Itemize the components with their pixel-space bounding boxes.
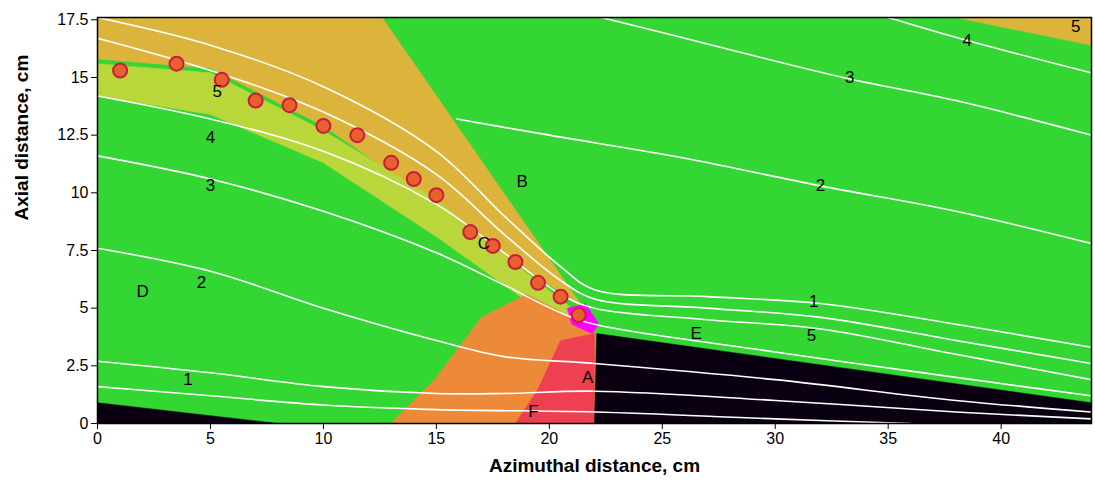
svg-text:2: 2 bbox=[197, 273, 206, 292]
svg-text:C: C bbox=[478, 234, 490, 253]
svg-text:3: 3 bbox=[845, 68, 854, 87]
svg-text:F: F bbox=[528, 402, 538, 421]
svg-text:15: 15 bbox=[71, 69, 89, 86]
svg-text:A: A bbox=[582, 368, 594, 387]
svg-text:1: 1 bbox=[809, 292, 818, 311]
svg-text:25: 25 bbox=[653, 430, 671, 447]
svg-text:15: 15 bbox=[427, 430, 445, 447]
svg-text:2.5: 2.5 bbox=[66, 357, 88, 374]
svg-text:10: 10 bbox=[315, 430, 333, 447]
svg-text:B: B bbox=[517, 172, 528, 191]
svg-text:1: 1 bbox=[183, 370, 192, 389]
svg-text:4: 4 bbox=[206, 128, 215, 147]
svg-text:5: 5 bbox=[1071, 17, 1080, 36]
svg-text:35: 35 bbox=[879, 430, 897, 447]
svg-text:20: 20 bbox=[540, 430, 558, 447]
svg-text:40: 40 bbox=[992, 430, 1010, 447]
svg-text:5: 5 bbox=[80, 299, 89, 316]
svg-text:Azimuthal distance, cm: Azimuthal distance, cm bbox=[489, 455, 700, 476]
svg-text:17.5: 17.5 bbox=[57, 11, 88, 28]
svg-text:5: 5 bbox=[807, 326, 816, 345]
svg-text:0: 0 bbox=[93, 430, 102, 447]
svg-text:3: 3 bbox=[206, 176, 215, 195]
svg-text:30: 30 bbox=[766, 430, 784, 447]
svg-text:5: 5 bbox=[206, 430, 215, 447]
svg-text:10: 10 bbox=[71, 184, 89, 201]
svg-text:7.5: 7.5 bbox=[66, 242, 88, 259]
svg-text:D: D bbox=[137, 282, 149, 301]
svg-text:E: E bbox=[690, 324, 701, 343]
svg-text:0: 0 bbox=[80, 415, 89, 432]
svg-text:5: 5 bbox=[212, 82, 221, 101]
svg-text:12.5: 12.5 bbox=[57, 126, 88, 143]
svg-text:4: 4 bbox=[963, 31, 972, 50]
svg-text:Axial distance, cm: Axial distance, cm bbox=[11, 55, 32, 221]
svg-text:2: 2 bbox=[816, 176, 825, 195]
